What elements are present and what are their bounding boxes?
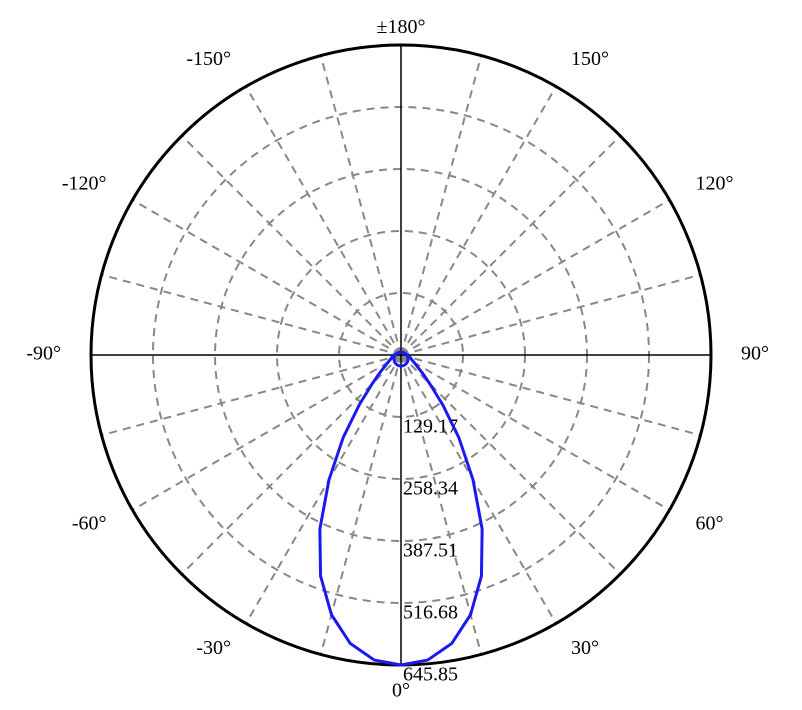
angle-label: -120° [62, 173, 107, 195]
angle-label: 120° [695, 173, 733, 195]
radial-label: 516.68 [403, 602, 458, 624]
radial-label: 258.34 [403, 478, 458, 500]
angle-label: -150° [186, 48, 231, 70]
radial-label: 645.85 [403, 664, 458, 686]
angle-label: 30° [571, 637, 599, 659]
polar-chart: ±180°150°120°90°60°30°0°-30°-60°-90°-120… [0, 0, 802, 710]
angle-label: -30° [196, 637, 231, 659]
radial-label: 387.51 [403, 540, 458, 562]
angle-label: -90° [26, 343, 61, 365]
angle-label: 60° [695, 513, 723, 535]
angle-label: ±180° [377, 16, 426, 38]
angle-label: 90° [741, 343, 769, 365]
angle-label: 150° [571, 48, 609, 70]
angle-label: -60° [72, 513, 107, 535]
